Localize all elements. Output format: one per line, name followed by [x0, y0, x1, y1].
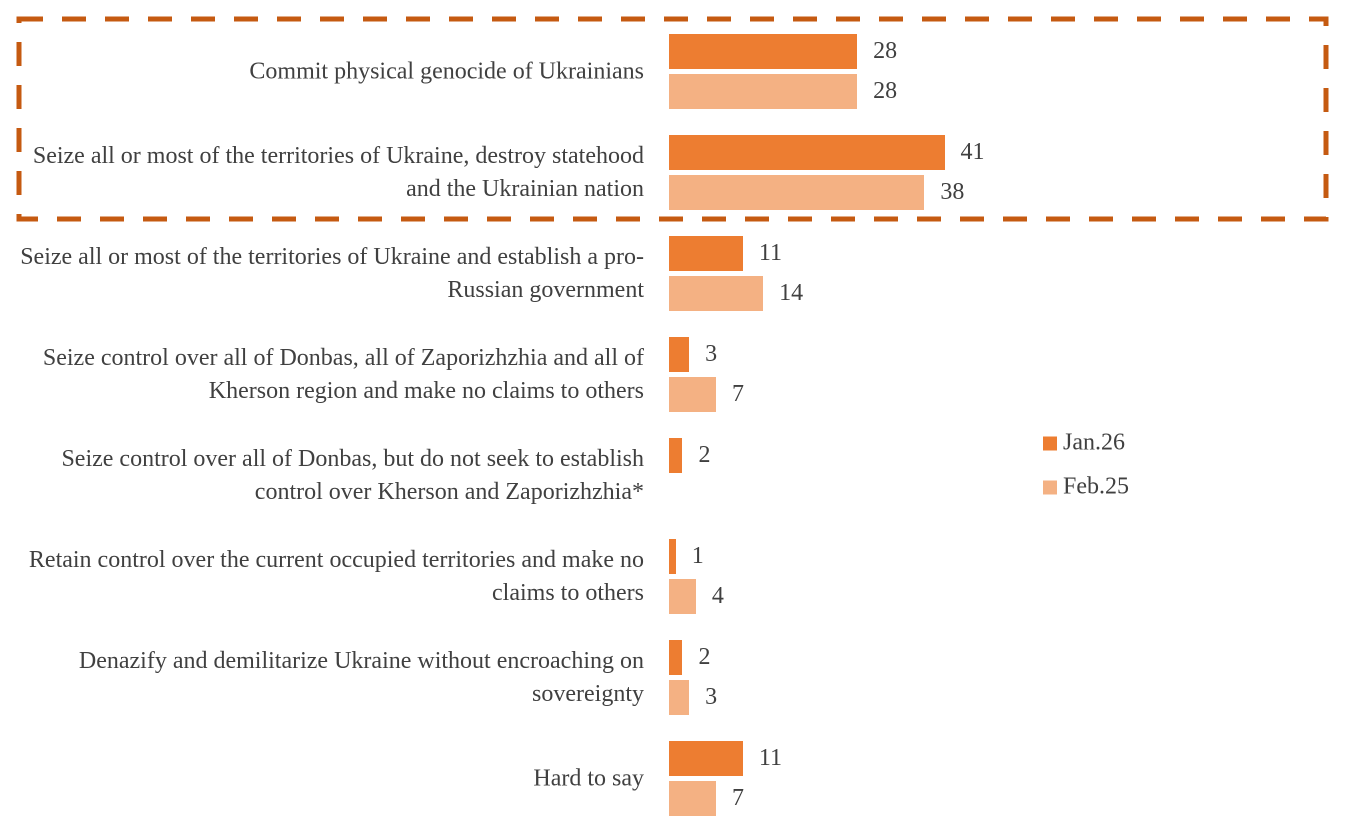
bar-Jan.26 [669, 741, 743, 776]
category-label: Seize all or most of the territories of … [20, 244, 644, 303]
legend-swatch [1043, 480, 1057, 494]
bar-Feb.25 [669, 74, 858, 109]
legend-item-jan26: Jan.26 [1043, 430, 1125, 457]
legend-label: Feb.25 [1063, 473, 1129, 500]
bar-Jan.26 [669, 34, 858, 69]
bar-Jan.26 [669, 640, 683, 675]
data-label: 11 [758, 240, 783, 266]
legend-label: Jan.26 [1063, 429, 1125, 456]
data-label: 3 [705, 684, 718, 710]
bar-Jan.26 [669, 539, 676, 574]
category-label: Retain control over the current occupied… [28, 547, 644, 606]
category-label: Seize control over all of Donbas, but do… [61, 446, 644, 505]
data-label: 7 [732, 381, 745, 407]
category-label: Hard to say [533, 765, 644, 792]
bar-Feb.25 [669, 276, 764, 311]
data-label: 11 [758, 745, 783, 771]
data-label: 14 [779, 280, 804, 306]
category-label: Denazify and demilitarize Ukraine withou… [78, 648, 644, 707]
data-label: 2 [698, 644, 711, 670]
category-label: Seize control over all of Donbas, all of… [42, 345, 644, 404]
bar-Feb.25 [669, 579, 696, 614]
bar-Jan.26 [669, 337, 690, 372]
bar-Feb.25 [669, 781, 717, 816]
data-label: 2 [698, 442, 711, 468]
bar-Jan.26 [669, 236, 743, 271]
bar-Jan.26 [669, 135, 945, 170]
category-label: Commit physical genocide of Ukrainians [249, 58, 644, 85]
bar-Feb.25 [669, 175, 925, 210]
bar-Feb.25 [669, 680, 690, 715]
data-label: 4 [711, 583, 724, 609]
bar-Feb.25 [669, 377, 717, 412]
data-label: 1 [691, 543, 704, 569]
category-label: Seize all or most of the territories of … [32, 143, 644, 202]
data-label: 7 [732, 785, 745, 811]
data-label: 28 [873, 78, 898, 104]
data-label: 38 [940, 179, 965, 205]
bar-Jan.26 [669, 438, 683, 473]
data-label: 3 [705, 341, 718, 367]
data-label: 41 [960, 139, 985, 165]
data-label: 28 [873, 38, 898, 64]
legend-swatch [1043, 436, 1057, 450]
legend-item-feb25: Feb.25 [1043, 474, 1129, 501]
